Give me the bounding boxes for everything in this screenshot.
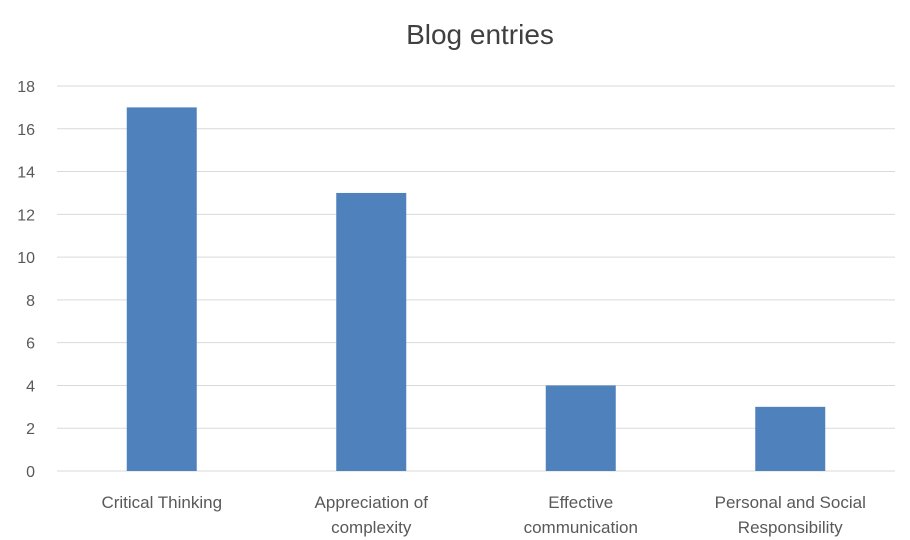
bars	[126, 107, 826, 471]
y-tick-label: 6	[26, 336, 35, 353]
y-tick-label: 12	[17, 207, 35, 224]
y-tick-label: 10	[17, 250, 35, 267]
x-category-label: Appreciation of	[315, 493, 429, 512]
y-tick-label: 18	[17, 79, 35, 96]
y-axis-tick-labels: 0 2 4 6 8 10 12 14 16 18	[17, 79, 35, 481]
y-tick-label: 8	[26, 293, 35, 310]
x-category-label: Critical Thinking	[101, 493, 222, 512]
y-tick-label: 4	[26, 378, 35, 395]
x-axis-category-labels: Critical Thinking Appreciation of complexi…	[101, 493, 865, 537]
bar	[545, 385, 616, 471]
x-category-label: Responsibility	[738, 518, 843, 537]
y-tick-label: 2	[26, 421, 35, 438]
x-category-label: Effective	[548, 493, 613, 512]
chart-title: Blog entries	[406, 19, 554, 50]
y-tick-label: 16	[17, 122, 35, 139]
y-tick-label: 0	[26, 464, 35, 481]
y-tick-label: 14	[17, 165, 35, 182]
x-category-label: complexity	[331, 518, 412, 537]
x-category-label: communication	[524, 518, 638, 537]
bar	[755, 406, 826, 471]
bar	[336, 192, 407, 471]
x-category-label: Personal and Social	[715, 493, 866, 512]
bar	[126, 107, 197, 471]
